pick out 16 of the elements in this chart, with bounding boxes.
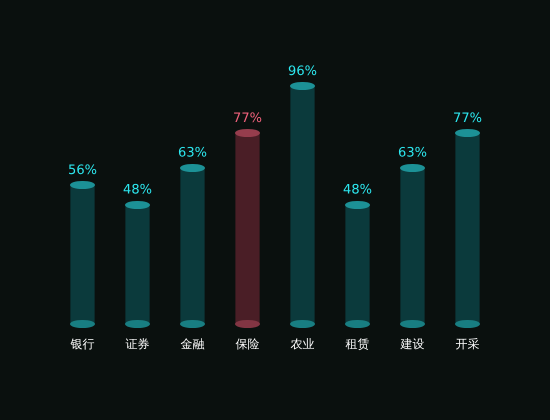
data-label: 48%: [123, 182, 152, 198]
x-tick-label: 证券: [126, 336, 150, 351]
data-label: 77%: [233, 110, 262, 126]
x-tick-label: 银行: [70, 336, 94, 351]
data-label: 48%: [343, 182, 372, 198]
data-label: 63%: [398, 145, 427, 160]
data-label: 56%: [68, 162, 97, 178]
data-label: 77%: [453, 110, 482, 126]
x-tick-label: 金融: [180, 336, 204, 351]
data-label: 96%: [288, 64, 317, 79]
data-label: 63%: [178, 145, 207, 160]
x-tick-label: 租赁: [346, 336, 370, 351]
x-tick-label: 建设: [400, 336, 424, 351]
x-tick-label: 保险: [236, 336, 260, 351]
x-tick-label: 农业: [290, 336, 314, 351]
x-tick-label: 开采: [456, 336, 480, 351]
